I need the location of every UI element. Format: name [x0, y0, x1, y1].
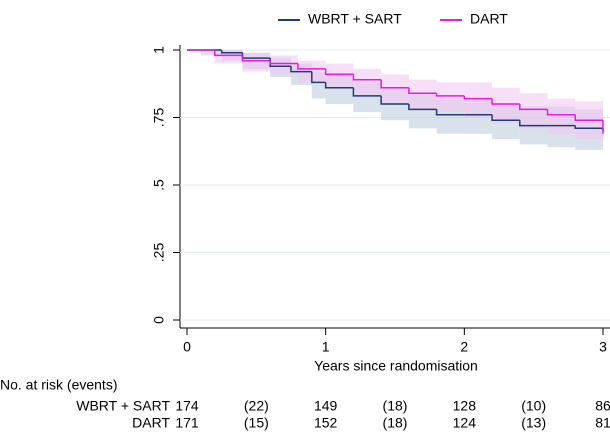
y-tick-label: .5 [151, 179, 167, 191]
survival-step [297, 63, 326, 70]
at-risk: 81 [595, 415, 610, 431]
x-axis-title: Years since randomisation [314, 358, 478, 374]
y-tick-label: .75 [151, 108, 167, 128]
ci-band [408, 79, 437, 110]
at-risk: 124 [453, 415, 477, 431]
survival-step [324, 68, 354, 76]
at-risk: 171 [175, 415, 199, 431]
ci-band [464, 82, 493, 118]
survival-step [380, 79, 409, 89]
ci-band [519, 93, 548, 129]
events: (13) [521, 415, 546, 431]
survival-step [380, 95, 409, 105]
survival-step [519, 120, 548, 127]
survival-step [408, 104, 437, 111]
risk-row-label: DART [132, 415, 170, 431]
ci-band [200, 50, 222, 56]
y-tick-label: .25 [151, 243, 167, 263]
legend-label: WBRT + SART [308, 11, 402, 27]
at-risk: 152 [314, 415, 338, 431]
survival-step [269, 60, 298, 65]
survival-step [435, 109, 465, 116]
events: (22) [244, 398, 269, 414]
at-risk: 86 [595, 398, 610, 414]
ci-band [242, 52, 271, 72]
risk-row-label: WBRT + SART [76, 398, 170, 414]
ci-band [325, 63, 354, 88]
at-risk: 149 [314, 398, 338, 414]
x-tick-label: 1 [322, 339, 330, 355]
ci-band [547, 98, 576, 134]
survival-step [290, 66, 312, 73]
survival-step [519, 104, 548, 111]
survival-step [311, 71, 326, 84]
survival-step [220, 50, 243, 54]
x-tick-label: 3 [599, 339, 607, 355]
survival-step [574, 125, 603, 130]
survival-step [408, 87, 437, 94]
legend-label: DART [470, 11, 508, 27]
survival-step [324, 82, 354, 89]
survival-step [352, 74, 382, 81]
events: (18) [383, 415, 408, 431]
ci-band [381, 74, 409, 104]
y-tick-label: 1 [151, 46, 167, 54]
survival-step [463, 95, 493, 100]
x-tick-label: 0 [183, 339, 191, 355]
survival-step [241, 55, 271, 62]
at-risk: 174 [175, 398, 199, 414]
ci-band [353, 68, 382, 96]
events: (10) [521, 398, 546, 414]
survival-step [491, 114, 520, 121]
survival-step [213, 50, 243, 57]
y-tick-label: 0 [151, 316, 167, 324]
survival-step [546, 109, 576, 116]
ci-band [492, 87, 520, 123]
survival-step [491, 98, 520, 105]
at-risk: 128 [453, 398, 477, 414]
survival-step [352, 87, 382, 97]
survival-step [574, 114, 603, 121]
events: (18) [383, 398, 408, 414]
survival-step [435, 93, 465, 97]
events: (15) [244, 415, 269, 431]
risk-table-title: No. at risk (events) [0, 377, 117, 393]
x-tick-label: 2 [460, 339, 468, 355]
ci-band [436, 82, 465, 113]
